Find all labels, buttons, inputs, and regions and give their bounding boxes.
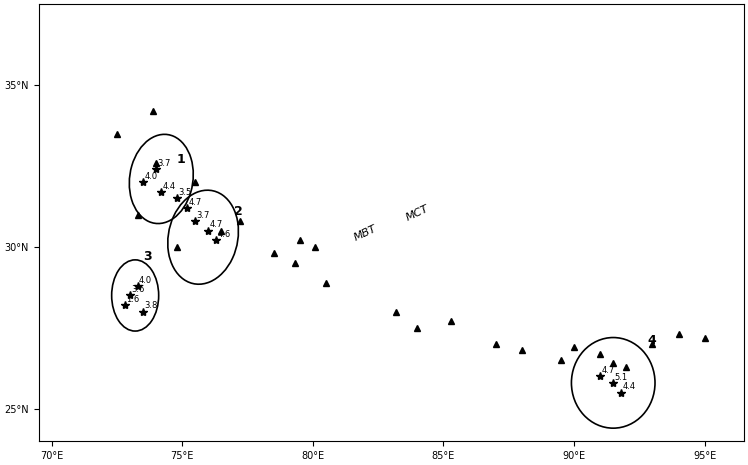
Text: 4.7: 4.7 bbox=[601, 366, 615, 375]
Text: 3.5: 3.5 bbox=[178, 188, 191, 197]
Text: 4.0: 4.0 bbox=[139, 276, 152, 285]
Text: 4.4: 4.4 bbox=[622, 382, 636, 392]
Text: 2: 2 bbox=[234, 205, 243, 218]
Text: MBT: MBT bbox=[352, 223, 378, 242]
Text: 3.7: 3.7 bbox=[157, 159, 171, 168]
Text: 3: 3 bbox=[143, 250, 152, 263]
Text: 5.1: 5.1 bbox=[615, 372, 628, 382]
Text: 4.7: 4.7 bbox=[188, 198, 202, 207]
Text: 1: 1 bbox=[177, 153, 186, 166]
Text: MCT: MCT bbox=[404, 204, 430, 223]
Text: 3.8: 3.8 bbox=[144, 301, 158, 311]
Text: 4.6: 4.6 bbox=[218, 230, 230, 239]
Text: 1.6: 1.6 bbox=[126, 295, 139, 304]
Text: 3.7: 3.7 bbox=[197, 211, 210, 220]
Text: 3.6: 3.6 bbox=[131, 285, 144, 294]
Text: 4: 4 bbox=[647, 334, 656, 347]
Text: 4.0: 4.0 bbox=[144, 172, 157, 181]
Text: 4.7: 4.7 bbox=[209, 220, 223, 230]
Text: 4.4: 4.4 bbox=[162, 182, 176, 191]
